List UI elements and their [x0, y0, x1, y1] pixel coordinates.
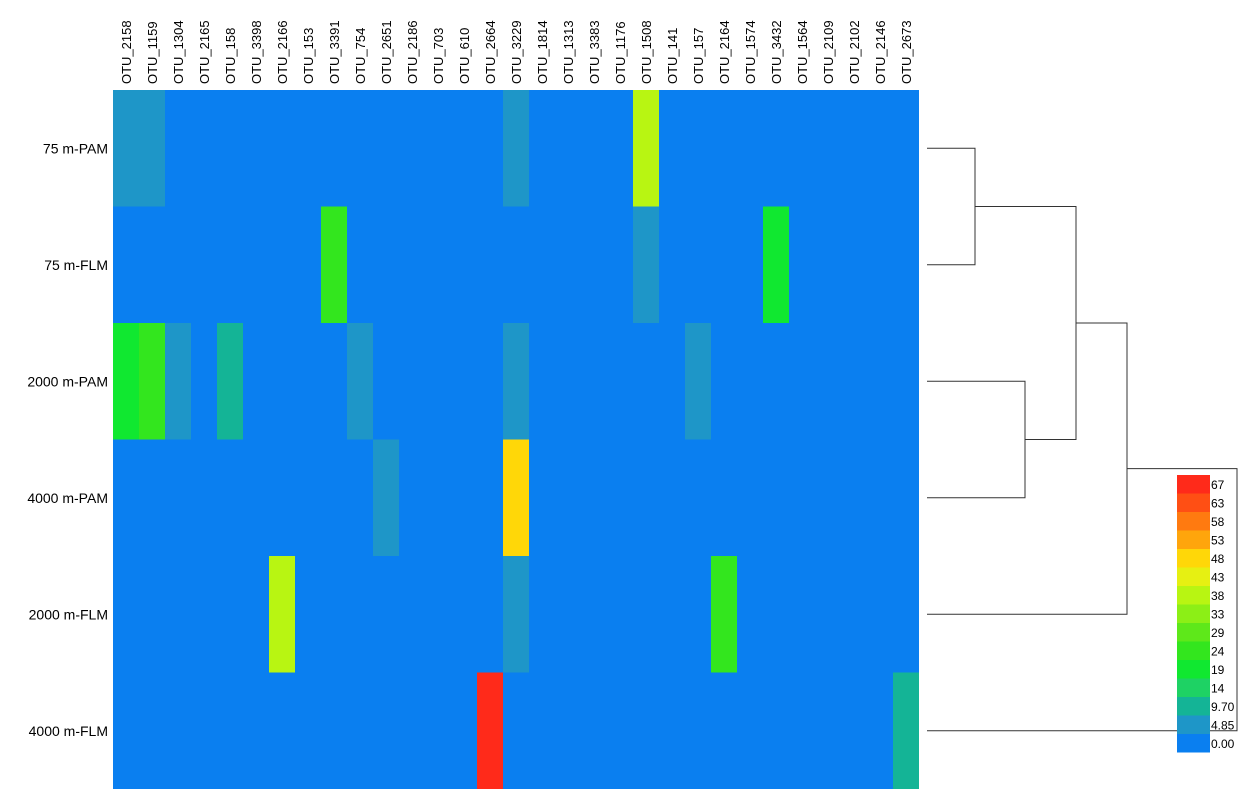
column-label: OTU_1313 — [561, 20, 576, 84]
dendrogram-branch — [927, 147, 976, 266]
legend-swatch — [1177, 475, 1210, 494]
column-label: OTU_2186 — [405, 20, 420, 84]
row-label: 2000 m-PAM — [27, 373, 108, 389]
heatmap-cell — [139, 323, 165, 440]
heatmap-cell — [633, 206, 659, 323]
legend-swatch — [1177, 660, 1210, 679]
legend-label: 9.70 — [1211, 700, 1235, 714]
heatmap-cell — [711, 556, 737, 673]
legend-label: 38 — [1211, 589, 1225, 603]
legend-swatch — [1177, 512, 1210, 531]
legend-label: 24 — [1211, 645, 1225, 659]
column-label: OTU_1564 — [795, 20, 810, 84]
column-label: OTU_153 — [301, 28, 316, 84]
legend-label: 0.00 — [1211, 737, 1235, 751]
column-label: OTU_2102 — [847, 20, 862, 84]
heatmap-cell — [139, 90, 165, 207]
column-label: OTU_2146 — [873, 20, 888, 84]
legend-label: 48 — [1211, 552, 1225, 566]
column-label: OTU_2166 — [275, 20, 290, 84]
legend-swatch — [1177, 697, 1210, 716]
column-label: OTU_1814 — [535, 20, 550, 84]
heatmap-cell — [893, 672, 919, 789]
dendrogram-branch — [927, 468, 1238, 732]
legend-label: 29 — [1211, 626, 1225, 640]
legend-swatch — [1177, 586, 1210, 605]
column-label: OTU_2651 — [379, 20, 394, 84]
legend-swatch — [1177, 604, 1210, 623]
column-label: OTU_3432 — [769, 20, 784, 84]
dendrogram-branch — [927, 322, 1128, 615]
legend-label: 43 — [1211, 571, 1225, 585]
column-label: OTU_2109 — [821, 20, 836, 84]
column-label: OTU_157 — [691, 28, 706, 84]
column-label: OTU_3398 — [249, 20, 264, 84]
heatmap-cell — [685, 323, 711, 440]
row-labels: 75 m-PAM 75 m-FLM 2000 m-PAM 4000 m-PAM 2000… — [27, 140, 108, 739]
heatmap-cell — [113, 90, 139, 207]
legend-swatch — [1177, 493, 1210, 512]
heatmap-cell — [269, 556, 295, 673]
heatmap-cell — [503, 439, 529, 556]
legend-swatch — [1177, 641, 1210, 660]
color-legend: 67 63 58 53 48 43 38 33 29 24 19 14 9.70 4.85 0.00 — [1177, 475, 1235, 753]
column-label: OTU_3391 — [327, 20, 342, 84]
dendrogram-branch — [927, 380, 1026, 499]
column-label: OTU_3383 — [587, 20, 602, 84]
heatmap-cell — [217, 323, 243, 440]
heatmap-cell — [477, 672, 503, 789]
heatmap-cell — [633, 90, 659, 207]
legend-swatch — [1177, 567, 1210, 586]
row-label: 2000 m-FLM — [29, 606, 108, 622]
legend-swatch — [1177, 678, 1210, 697]
heatmap-cell — [321, 206, 347, 323]
dendrogram — [927, 147, 1238, 732]
legend-label: 14 — [1211, 682, 1225, 696]
column-label: OTU_2164 — [717, 20, 732, 84]
heatmap-cell — [503, 90, 529, 207]
heatmap-cell — [113, 323, 139, 440]
heatmap-cells — [113, 90, 919, 789]
legend-swatch — [1177, 623, 1210, 642]
legend-label: 19 — [1211, 663, 1225, 677]
legend-label: 4.85 — [1211, 719, 1235, 733]
column-label: OTU_2158 — [119, 20, 134, 84]
column-label: OTU_703 — [431, 28, 446, 84]
heatmap-cell — [373, 439, 399, 556]
row-label: 75 m-FLM — [44, 257, 108, 273]
heatmap-cell — [503, 323, 529, 440]
legend-swatch — [1177, 734, 1210, 753]
legend-label: 63 — [1211, 497, 1225, 511]
heatmap-cell — [763, 206, 789, 323]
column-label: OTU_754 — [353, 28, 368, 84]
legend-swatch — [1177, 549, 1210, 568]
row-label: 4000 m-PAM — [27, 490, 108, 506]
column-label: OTU_1574 — [743, 20, 758, 84]
column-labels: OTU_2158 OTU_1159 OTU_1304 OTU_2165 OTU_158 O… — [119, 20, 914, 84]
column-label: OTU_1159 — [145, 21, 160, 84]
column-label: OTU_2673 — [899, 20, 914, 84]
heatmap-cell — [347, 323, 373, 440]
heatmap-cell — [165, 323, 191, 440]
column-label: OTU_610 — [457, 28, 472, 84]
row-label: 75 m-PAM — [43, 140, 108, 156]
column-label: OTU_3229 — [509, 20, 524, 84]
heatmap-cell — [503, 556, 529, 673]
column-label: OTU_2165 — [197, 20, 212, 84]
row-label: 4000 m-FLM — [29, 723, 108, 739]
column-label: OTU_158 — [223, 28, 238, 84]
legend-label: 67 — [1211, 478, 1225, 492]
legend-label: 33 — [1211, 608, 1225, 622]
column-label: OTU_1304 — [171, 20, 186, 84]
legend-label: 53 — [1211, 534, 1225, 548]
column-label: OTU_1508 — [639, 20, 654, 84]
column-label: OTU_2664 — [483, 20, 498, 84]
column-label: OTU_141 — [665, 28, 680, 84]
legend-swatch — [1177, 715, 1210, 734]
column-label: OTU_1176 — [613, 21, 628, 84]
legend-swatch — [1177, 530, 1210, 549]
legend-label: 58 — [1211, 515, 1225, 529]
